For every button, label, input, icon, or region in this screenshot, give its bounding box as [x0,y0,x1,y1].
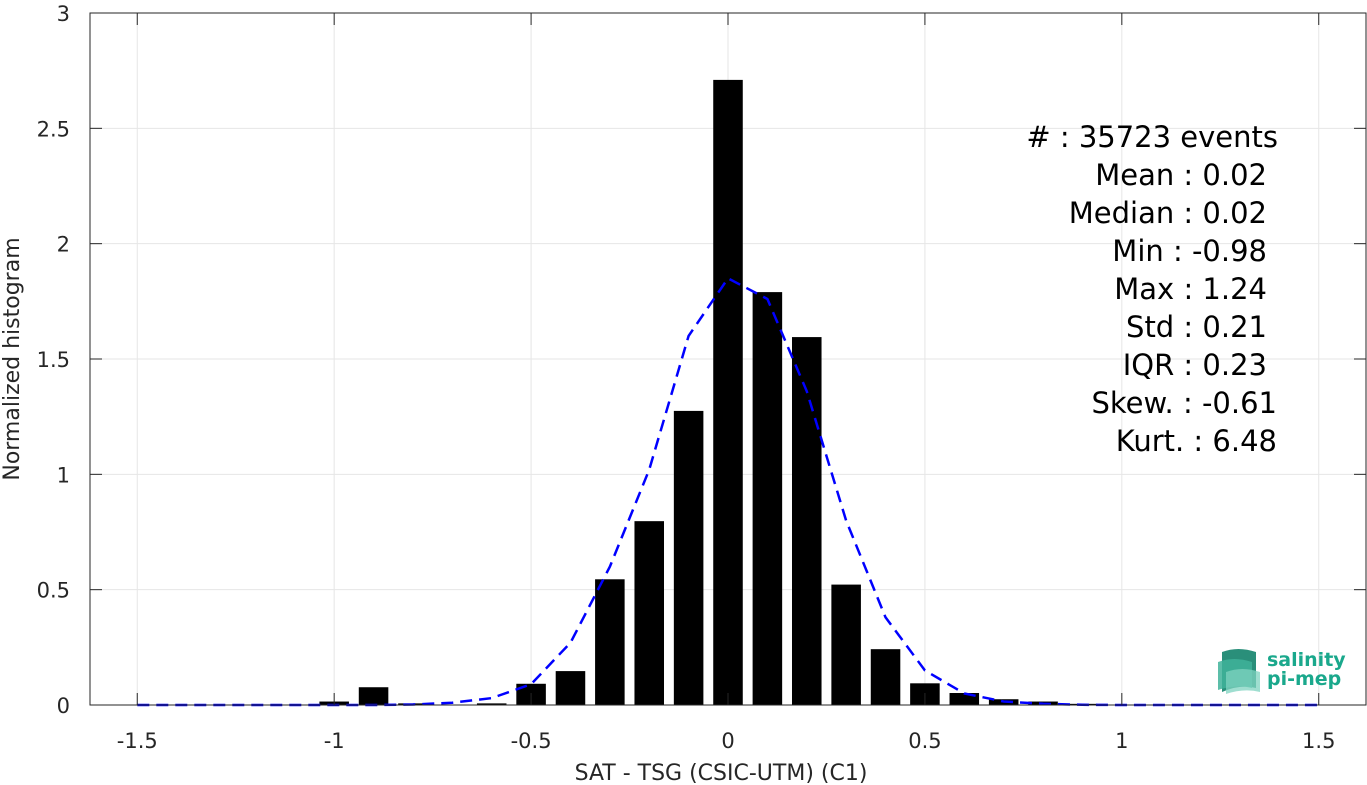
stat-max: Max : 1.24 [1114,272,1267,306]
x-tick-label: 1.5 [1302,729,1335,753]
histogram-bar [358,687,389,705]
stat-mean: Mean : 0.02 [1095,158,1267,192]
logo-text-salinity: salinity [1267,649,1346,671]
y-tick-label: 1.5 [37,348,70,372]
logo-text-pi-mep: pi-mep [1267,668,1341,690]
x-tick-label: -0.5 [511,729,552,753]
axis-ticks: -1.5 -1 -0.5 0 0.5 1 1.5 0 0.5 1 1.5 2 2.5 3 [37,2,1366,753]
x-tick-label: -1.5 [117,729,158,753]
histogram-bar [791,337,822,705]
stat-events: # : 35723 events [1026,120,1278,154]
histogram-bars [319,79,1098,706]
histogram-bar [595,579,625,705]
histogram-bar [476,703,507,705]
y-tick-label: 3 [57,2,70,26]
x-tick-label: -1 [324,729,345,753]
stat-std: Std : 0.21 [1126,310,1267,344]
y-tick-label: 1 [57,463,70,487]
y-axis-label: Normalized histogram [0,237,25,480]
y-tick-label: 0 [57,694,70,718]
logo-mark-icon [1218,649,1260,694]
stats-box: # : 35723 events Mean : 0.02 Median : 0.… [1026,120,1278,458]
stat-kurt: Kurt. : 6.48 [1116,424,1277,458]
x-tick-label: 0.5 [908,729,941,753]
histogram-bar [752,292,783,705]
stat-min: Min : -0.98 [1112,234,1267,268]
histogram-bar [870,649,901,705]
histogram-bar [634,521,665,705]
x-tick-label: 0 [721,729,734,753]
histogram-bar [949,693,980,705]
histogram-bar [713,79,743,706]
y-tick-label: 2 [57,233,70,257]
x-tick-label: 1 [1115,729,1128,753]
stat-skew: Skew. : -0.61 [1091,386,1277,420]
y-tick-label: 2.5 [37,117,70,141]
histogram-bar [831,584,861,705]
stat-median: Median : 0.02 [1069,196,1267,230]
x-axis-label: SAT - TSG (CSIC-UTM) (C1) [575,761,868,785]
salinity-pi-mep-logo: salinity pi-mep [1218,649,1346,694]
y-tick-label: 0.5 [37,579,70,603]
stat-iqr: IQR : 0.23 [1123,348,1267,382]
histogram-bar [673,410,704,705]
histogram-bar [555,671,586,705]
